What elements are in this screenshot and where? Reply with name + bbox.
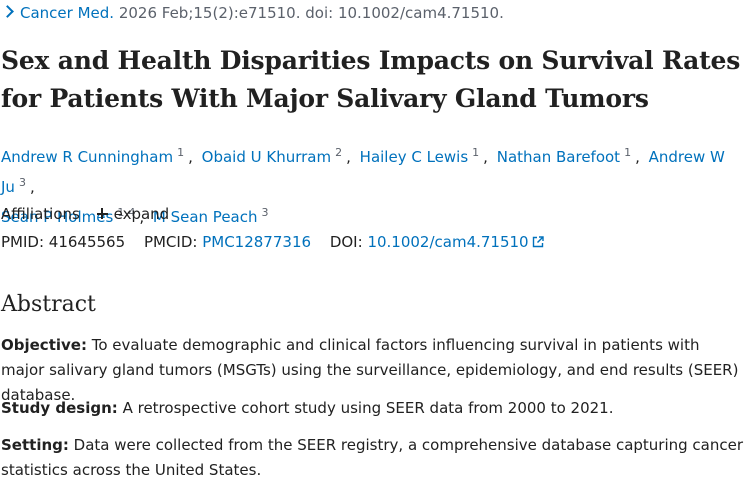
plus-icon	[96, 208, 108, 219]
affiliations-row: Affiliations expand	[1, 204, 169, 224]
author-link[interactable]: Andrew W Ju	[1, 148, 725, 196]
section-label: Objective:	[1, 336, 87, 354]
author-link[interactable]: M Sean Peach	[152, 208, 258, 226]
affiliation-ref[interactable]: 1	[177, 146, 185, 159]
affiliation-ref[interactable]: 1	[472, 146, 480, 159]
section-label: Setting:	[1, 436, 69, 454]
affiliation-ref[interactable]: 2	[335, 146, 343, 159]
author-link[interactable]: Andrew R Cunningham	[1, 148, 174, 166]
author-link[interactable]: Sean P Holmes	[1, 208, 114, 226]
pmcid-link[interactable]: PMC12877316	[202, 233, 312, 251]
affiliation-ref[interactable]: 1	[117, 206, 125, 219]
author-affiliation-refs: 3	[262, 206, 273, 219]
section-text: A retrospective cohort study using SEER …	[122, 399, 614, 417]
pmid-label: PMID:	[1, 233, 45, 251]
author-link[interactable]: Hailey C Lewis	[359, 148, 469, 166]
affiliation-ref[interactable]: 1	[624, 146, 632, 159]
citation-details: 2026 Feb;15(2):e71510. doi: 10.1002/cam4…	[118, 4, 504, 22]
abstract-section-study-design: Study design: A retrospective cohort stu…	[1, 396, 746, 421]
author-affiliation-refs: 3	[19, 176, 30, 189]
doi-link[interactable]: 10.1002/cam4.71510	[367, 233, 544, 251]
author-link[interactable]: Nathan Barefoot	[496, 148, 621, 166]
abstract-section-setting: Setting: Data were collected from the SE…	[1, 433, 746, 483]
section-text: Data were collected from the SEER regist…	[1, 436, 744, 479]
pmid-value: 41645565	[48, 233, 126, 251]
pmcid-label: PMCID:	[143, 233, 198, 251]
article-title: Sex and Health Disparities Impacts on Su…	[1, 46, 741, 113]
identifiers-row: PMID: 41645565 PMCID: PMC12877316 DOI: 1…	[1, 232, 544, 252]
authors-list: Andrew R Cunningham 1, Obaid U Khurram 2, …	[1, 146, 725, 226]
chevron-right-icon[interactable]	[1, 5, 14, 18]
doi-label: DOI:	[329, 233, 363, 251]
section-text: To evaluate demographic and clinical fac…	[1, 336, 739, 404]
abstract-section-objective: Objective: To evaluate demographic and c…	[1, 333, 746, 408]
external-link-icon	[532, 236, 544, 248]
affiliation-ref[interactable]: 3	[261, 206, 269, 219]
affiliation-ref[interactable]: 4	[128, 206, 136, 219]
doi-link-text: 10.1002/cam4.71510	[367, 233, 529, 251]
author-affiliation-refs: 1	[177, 146, 188, 159]
citation-line: Cancer Med. 2026 Feb;15(2):e71510. doi: …	[1, 3, 504, 23]
expand-label: expand	[113, 205, 170, 223]
author-affiliation-refs: 1	[624, 146, 635, 159]
abstract-heading: Abstract	[1, 292, 96, 317]
affiliations-label: Affiliations	[1, 205, 80, 223]
author-affiliation-refs: 1	[472, 146, 483, 159]
expand-affiliations-button[interactable]: expand	[96, 205, 170, 223]
affiliation-ref[interactable]: 3	[18, 176, 26, 189]
journal-link[interactable]: Cancer Med.	[20, 4, 115, 22]
author-link[interactable]: Obaid U Khurram	[201, 148, 332, 166]
author-affiliation-refs: 2	[335, 146, 346, 159]
section-label: Study design:	[1, 399, 118, 417]
